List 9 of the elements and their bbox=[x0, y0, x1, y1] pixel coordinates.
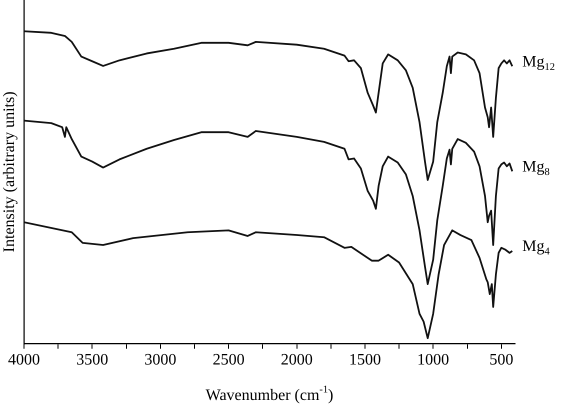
x-tick-label: 4000 bbox=[8, 352, 40, 369]
x-tick-label: 2500 bbox=[212, 352, 245, 369]
x-tick-label: 500 bbox=[489, 352, 514, 369]
x-tick-label: 3000 bbox=[144, 352, 176, 369]
y-axis-title: Intensity (arbitrary units) bbox=[1, 91, 18, 252]
x-tick-label: 2000 bbox=[280, 352, 313, 369]
x-tick-label: 1000 bbox=[417, 352, 450, 369]
x-tick-label: 1500 bbox=[348, 352, 381, 369]
x-tick-label: 3500 bbox=[76, 352, 108, 369]
